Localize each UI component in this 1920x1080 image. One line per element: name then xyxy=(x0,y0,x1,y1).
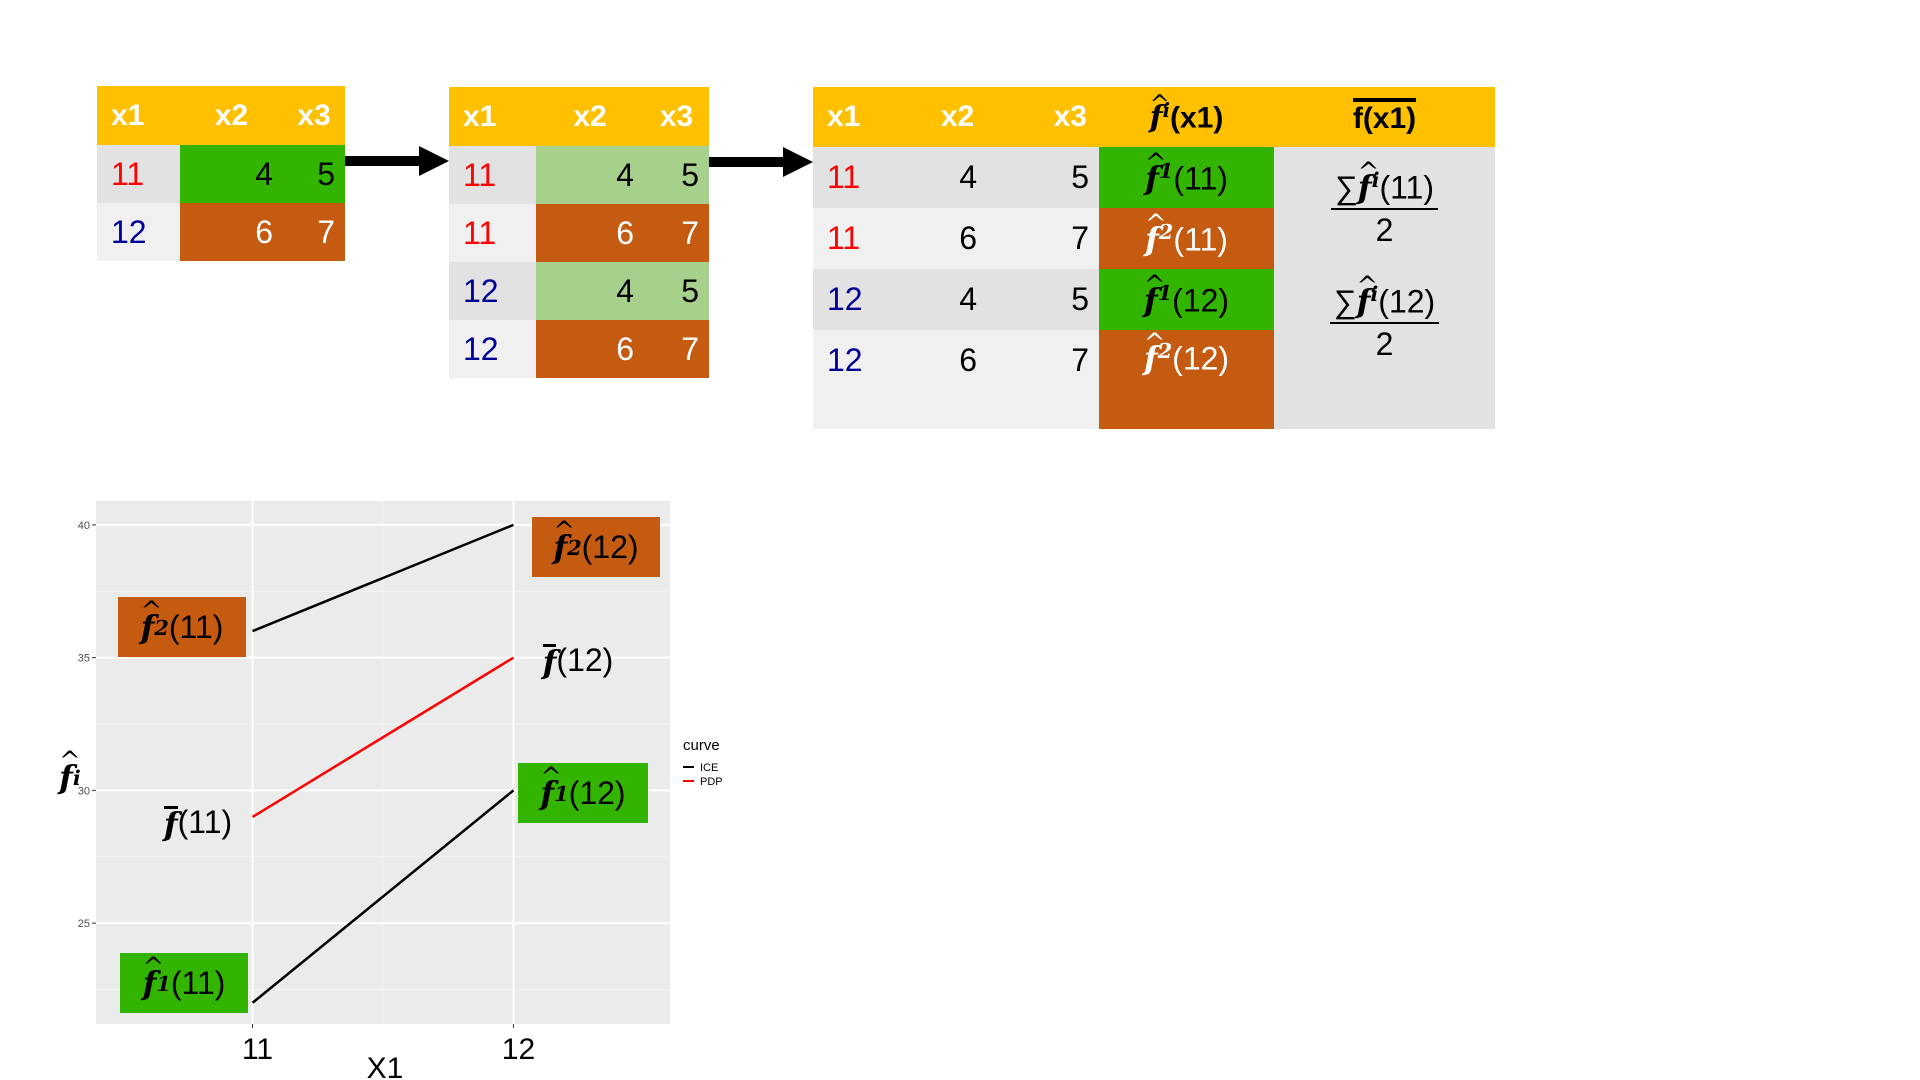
t3-cell-x2: 6 xyxy=(908,208,1007,269)
table-row: 11 4 5 ^ f1(11) ∑ ^ fi(11) 2 xyxy=(813,147,1495,269)
series-line-ice xyxy=(252,523,514,633)
t1-cell-x2: 4 xyxy=(180,145,283,203)
t3-cell-avg-12: ∑ ^ fi(12) 2 xyxy=(1274,269,1495,429)
denominator: 2 xyxy=(1375,212,1394,249)
t3-header-fbar: f(x1) xyxy=(1274,87,1495,147)
series-line-ice xyxy=(251,789,515,1004)
t2-header-x2: x2 xyxy=(536,87,644,146)
t1-header-x2: x2 xyxy=(180,86,283,145)
arrow-right-icon xyxy=(345,146,449,176)
t3-cell-x2: 6 xyxy=(908,330,1007,391)
t2-cell-x1: 12 xyxy=(449,262,536,320)
sum-symbol: ∑ xyxy=(1333,283,1357,320)
t2-header-x1: x1 xyxy=(449,87,536,146)
t3-cell-fi: ^ f1(11) xyxy=(1099,147,1274,208)
fbar-header: f(x1) xyxy=(1352,98,1417,134)
t2-cell-x3: 5 xyxy=(644,262,709,320)
t1-header-x3: x3 xyxy=(283,86,345,145)
table-row: 12 4 5 xyxy=(449,262,709,320)
t3-cell-x3: 5 xyxy=(1007,269,1099,330)
table-row: 11 4 5 xyxy=(449,146,709,204)
legend-label-ice: ICE xyxy=(700,762,718,774)
fi-arg: (11) xyxy=(1173,221,1228,258)
denominator: 2 xyxy=(1375,326,1394,363)
table-row: 12 6 7 xyxy=(449,320,709,378)
series-line-pdp xyxy=(251,656,515,818)
t1-header-x1: x1 xyxy=(97,86,180,145)
table-row: 11 6 7 xyxy=(449,204,709,262)
x-axis-label: X1 xyxy=(367,1052,404,1080)
t3-cell-x1: 11 xyxy=(813,147,908,208)
t3-filler xyxy=(813,391,1099,429)
fi-header-arg: (x1) xyxy=(1169,101,1224,135)
fi-arg: (11) xyxy=(1173,160,1228,197)
t3-cell-x3: 5 xyxy=(1007,147,1099,208)
ann-f1-11: ^ f 1 (11) xyxy=(120,952,248,1013)
t2-cell-x1: 12 xyxy=(449,320,536,378)
t3-cell-fi: ^ f2(12) xyxy=(1099,328,1274,429)
t1-cell-x3: 5 xyxy=(283,145,345,203)
t2-cell-x2: 4 xyxy=(536,262,644,320)
table-predictions: x1 x2 x3 ^ fi(x1) f(x1) 11 4 5 ^ f1(11) ∑ ^… xyxy=(813,87,1495,429)
ann-fbar-12: f (12) xyxy=(542,641,614,681)
t1-cell-x3: 7 xyxy=(283,203,345,261)
arrow-right-icon xyxy=(709,147,813,177)
fi-arg: (12) xyxy=(1172,340,1230,377)
x-tick-label: 12 xyxy=(502,1033,535,1066)
t3-cell-fi: ^ f2(11) xyxy=(1099,208,1274,269)
t2-header-x3: x3 xyxy=(644,87,709,146)
legend-title: curve xyxy=(683,737,720,754)
table-row: 12 6 7 xyxy=(97,203,345,261)
x-tick-label: 11 xyxy=(242,1033,273,1066)
y-tick-label: 35 xyxy=(78,653,90,665)
t3-cell-x2: 4 xyxy=(908,269,1007,330)
table-row: 12 4 5 ^ f1(12) ∑ ^ fi(12) 2 xyxy=(813,269,1495,429)
t2-cell-x2: 4 xyxy=(536,146,644,204)
table-row: 12 6 7 ^ f2(12) xyxy=(813,328,1495,429)
t2-cell-x2: 6 xyxy=(536,320,644,378)
t2-cell-x1: 11 xyxy=(449,204,536,262)
y-tick-label: 25 xyxy=(78,918,90,930)
t3-cell-x3: 7 xyxy=(1007,330,1099,391)
t3-cell-fi: ^ f1(12) xyxy=(1099,269,1274,330)
t2-cell-x1: 11 xyxy=(449,146,536,204)
table-row: 11 4 5 xyxy=(97,145,345,203)
t3-cell-x1: 11 xyxy=(813,208,908,269)
t2-cell-x3: 7 xyxy=(644,204,709,262)
y-tick-label: 40 xyxy=(78,520,90,532)
t3-header-x1: x1 xyxy=(813,87,908,147)
y-axis-label: ^ f i xyxy=(59,746,81,796)
t3-cell-x2: 4 xyxy=(908,147,1007,208)
t3-header-x2: x2 xyxy=(908,87,1007,147)
sum-symbol: ∑ xyxy=(1334,169,1358,206)
fi-arg: (12) xyxy=(1172,282,1230,319)
f-hat-symbol: ^ f xyxy=(1149,89,1170,136)
ann-fbar-11: f (11) xyxy=(163,803,233,843)
t1-cell-x1: 12 xyxy=(97,203,180,261)
table-expanded: x1 x2 x3 11 4 5 11 6 7 12 4 5 12 6 7 xyxy=(449,87,709,378)
t3-cell-x1: 12 xyxy=(813,269,908,330)
table-original: x1 x2 x3 11 4 5 12 6 7 xyxy=(97,86,345,261)
fi-superscript: i xyxy=(1162,98,1170,122)
ann-f1-12: ^ f 1 (12) xyxy=(518,762,648,823)
legend-label-pdp: PDP xyxy=(700,776,723,788)
t2-cell-x3: 5 xyxy=(644,146,709,204)
ann-f2-11: ^ f 2 (11) xyxy=(118,596,246,657)
t3-cell-avg-11: ∑ ^ fi(11) 2 xyxy=(1274,147,1495,269)
t1-cell-x2: 6 xyxy=(180,203,283,261)
ann-f2-12: ^ f 2 (12) xyxy=(532,516,660,577)
t2-cell-x2: 6 xyxy=(536,204,644,262)
t1-cell-x1: 11 xyxy=(97,145,180,203)
table-row: 11 6 7 ^ f2(11) xyxy=(813,208,1495,269)
t3-cell-x1: 12 xyxy=(813,330,908,391)
t3-header-x3: x3 xyxy=(1007,87,1099,147)
t2-cell-x3: 7 xyxy=(644,320,709,378)
t3-header-fi: ^ fi(x1) xyxy=(1099,87,1274,147)
t3-cell-x3: 7 xyxy=(1007,208,1099,269)
